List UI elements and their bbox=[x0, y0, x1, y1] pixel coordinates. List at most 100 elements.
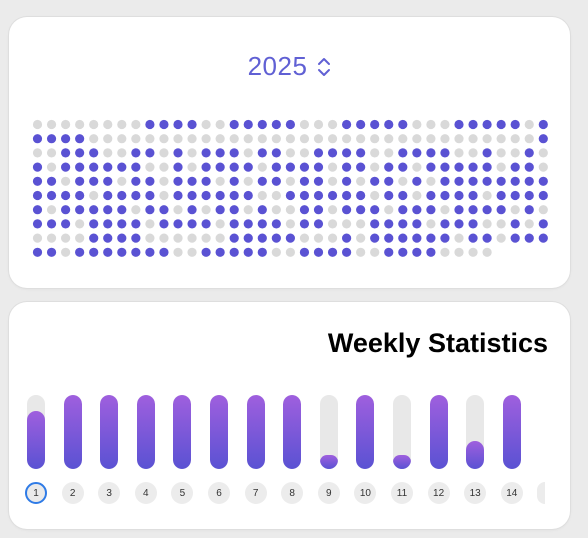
day-dot-active bbox=[496, 176, 506, 186]
day-dot-active bbox=[271, 233, 281, 243]
day-dot-active bbox=[510, 190, 520, 201]
day-dot-inactive bbox=[412, 190, 422, 201]
day-dot-active bbox=[440, 233, 450, 243]
day-selector-6[interactable]: 6 bbox=[208, 482, 230, 504]
day-dot-inactive bbox=[412, 119, 422, 130]
day-dot-active bbox=[131, 190, 141, 201]
day-dot-active bbox=[32, 219, 43, 229]
day-dot-inactive bbox=[187, 162, 197, 172]
day-dot-inactive bbox=[145, 233, 155, 243]
day-dot-active bbox=[229, 162, 239, 172]
day-selector-12[interactable]: 12 bbox=[427, 482, 450, 504]
day-dot-inactive bbox=[482, 134, 492, 144]
day-dot-inactive bbox=[271, 134, 281, 144]
day-selector-9[interactable]: 9 bbox=[317, 482, 340, 504]
day-dot-active bbox=[103, 162, 113, 172]
day-dot-active bbox=[510, 219, 520, 229]
day-dot-active bbox=[89, 148, 99, 158]
day-dot-inactive bbox=[468, 134, 478, 144]
day-dot-active bbox=[482, 205, 492, 215]
day-dot-inactive bbox=[468, 247, 478, 257]
day-dot-inactive bbox=[426, 219, 436, 229]
day-dot-active bbox=[342, 247, 352, 257]
day-dot-active bbox=[370, 176, 380, 186]
day-dot-active bbox=[426, 233, 436, 243]
day-dot-active bbox=[412, 205, 422, 215]
day-dot-inactive bbox=[243, 148, 253, 158]
day-dot-inactive bbox=[356, 247, 366, 257]
weekly-bar-area: 1 2 3 4 5 6 7 8 9 10 11 12 13 14 bbox=[9, 302, 570, 529]
bar-fill-day-2 bbox=[63, 395, 82, 469]
day-selector-11[interactable]: 11 bbox=[391, 482, 413, 504]
day-dot-inactive bbox=[327, 205, 338, 215]
day-selector-10[interactable]: 10 bbox=[354, 482, 377, 504]
day-dot-active bbox=[201, 176, 211, 186]
day-selector-2[interactable]: 2 bbox=[61, 482, 84, 504]
day-dot-active bbox=[468, 219, 478, 229]
day-selector-5[interactable]: 5 bbox=[171, 482, 194, 504]
bar-fill-day-5 bbox=[173, 395, 192, 469]
day-dot-active bbox=[440, 148, 450, 158]
day-dot-inactive bbox=[89, 190, 99, 201]
day-dot-inactive bbox=[257, 190, 267, 201]
day-selector-1[interactable]: 1 bbox=[25, 482, 47, 504]
day-dot-active bbox=[61, 190, 71, 201]
day-dot-inactive bbox=[61, 247, 71, 257]
day-dot-active bbox=[468, 119, 478, 130]
day-selector-partial[interactable] bbox=[537, 482, 546, 504]
day-dot-inactive bbox=[131, 134, 141, 144]
day-selector-7[interactable]: 7 bbox=[244, 482, 267, 504]
day-dot-active bbox=[370, 205, 380, 215]
day-dot-active bbox=[370, 119, 380, 130]
day-dot-active bbox=[173, 119, 183, 130]
day-dot-active bbox=[75, 148, 85, 158]
day-dot-active bbox=[384, 176, 394, 186]
day-dot-active bbox=[61, 219, 71, 229]
day-dot-inactive bbox=[384, 134, 394, 144]
day-selector-4[interactable]: 4 bbox=[134, 482, 157, 504]
day-dot-active bbox=[103, 233, 113, 243]
day-dot-active bbox=[159, 219, 169, 229]
day-dot-inactive bbox=[299, 233, 310, 243]
day-dot-inactive bbox=[61, 119, 71, 130]
day-dot-inactive bbox=[412, 134, 422, 144]
day-dot-active bbox=[313, 247, 324, 257]
day-dot-inactive bbox=[370, 134, 380, 144]
day-dot-active bbox=[299, 247, 310, 257]
day-dot-active bbox=[356, 119, 366, 130]
day-dot-active bbox=[89, 162, 99, 172]
day-dot-active bbox=[46, 176, 57, 186]
day-dot-inactive bbox=[327, 233, 338, 243]
day-dot-active bbox=[342, 162, 352, 172]
day-dot-active bbox=[468, 162, 478, 172]
day-dot-inactive bbox=[384, 205, 394, 215]
day-dot-active bbox=[271, 119, 281, 130]
day-dot-active bbox=[356, 190, 366, 201]
bar-track-day-8 bbox=[283, 395, 302, 469]
bar-track-day-6 bbox=[210, 395, 228, 469]
day-dot-inactive bbox=[285, 247, 295, 257]
day-dot-inactive bbox=[215, 233, 225, 243]
bar-fill-day-12 bbox=[429, 395, 448, 469]
day-dot-active bbox=[482, 119, 492, 130]
day-dot-inactive bbox=[46, 205, 57, 215]
day-dot-active bbox=[524, 233, 534, 243]
day-dot-inactive bbox=[32, 119, 43, 130]
day-dot-active bbox=[61, 205, 71, 215]
day-dot-inactive bbox=[327, 134, 338, 144]
day-dot-active bbox=[46, 190, 57, 201]
day-dot-active bbox=[412, 219, 422, 229]
year-picker[interactable]: 2025 bbox=[9, 51, 570, 82]
day-dot-active bbox=[370, 233, 380, 243]
day-dot-inactive bbox=[299, 134, 310, 144]
day-dot-inactive bbox=[46, 162, 57, 172]
bar-track-day-9 bbox=[319, 395, 338, 469]
day-dot-active bbox=[342, 148, 352, 158]
day-dot-active bbox=[384, 162, 394, 172]
day-dot-active bbox=[243, 190, 253, 201]
day-selector-8[interactable]: 8 bbox=[281, 482, 304, 504]
day-dot-active bbox=[524, 190, 534, 201]
day-selector-3[interactable]: 3 bbox=[98, 482, 121, 504]
day-selector-14[interactable]: 14 bbox=[500, 482, 523, 504]
day-selector-13[interactable]: 13 bbox=[464, 482, 487, 504]
